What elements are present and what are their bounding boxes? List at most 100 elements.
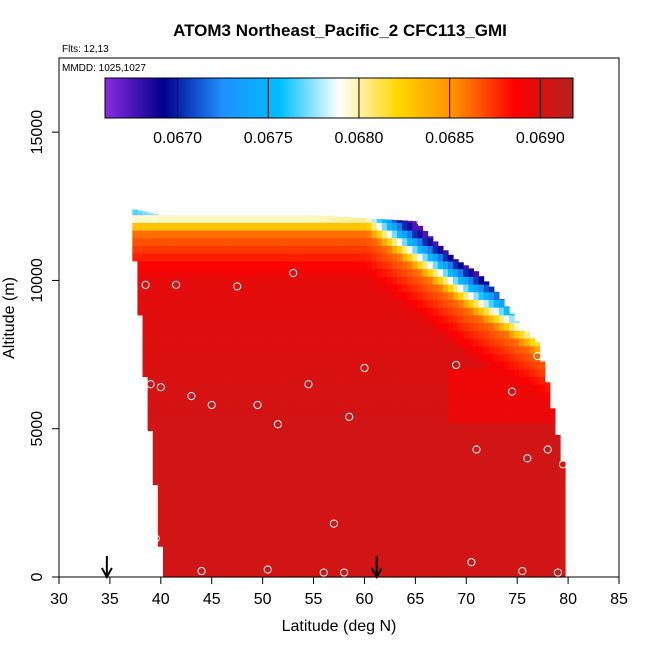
heatmap-cell (503, 338, 510, 347)
heatmap-cell (529, 569, 536, 578)
heatmap-cell (376, 546, 383, 555)
heatmap-cell (478, 284, 485, 293)
heatmap-cell (249, 538, 256, 547)
heatmap-cell (356, 338, 362, 347)
heatmap-cell (167, 415, 174, 424)
heatmap-cell (437, 368, 444, 378)
heatmap-cell (407, 322, 413, 331)
heatmap-cell (244, 476, 250, 486)
heatmap-cell (269, 391, 276, 401)
heatmap-cell (361, 407, 368, 416)
heatmap-cell (320, 330, 327, 339)
heatmap-cell (249, 546, 256, 555)
heatmap-cell (310, 492, 317, 501)
heatmap-cell (178, 322, 184, 331)
heatmap-cell (437, 376, 444, 385)
heatmap-cell (234, 260, 240, 270)
heatmap-cell (351, 353, 357, 362)
heatmap-cell (371, 523, 378, 532)
heatmap-cell (254, 368, 261, 378)
heatmap-cell (320, 438, 327, 447)
heatmap-cell (351, 553, 357, 563)
heatmap-cell (351, 407, 357, 416)
heatmap-cell (483, 523, 490, 532)
heatmap-cell (249, 569, 256, 578)
heatmap-cell (417, 314, 424, 324)
heatmap-cell (453, 314, 459, 324)
heatmap-cell (453, 291, 459, 300)
heatmap-cell (498, 546, 505, 555)
heatmap-cell (229, 445, 235, 455)
heatmap-cell (229, 507, 235, 516)
heatmap-cell (478, 307, 485, 316)
heatmap-cell (544, 430, 551, 439)
heatmap-cell (432, 492, 439, 501)
heatmap-cell (514, 538, 520, 547)
heatmap-cell (402, 515, 408, 524)
heatmap-cell (498, 345, 505, 354)
heatmap-cell (356, 407, 362, 416)
heatmap-cell (315, 461, 322, 470)
heatmap-cell (427, 353, 434, 362)
heatmap-cell (137, 237, 144, 246)
heatmap-cell (468, 268, 474, 270)
heatmap-cell (183, 299, 189, 308)
heatmap-cell (447, 530, 454, 539)
heatmap-cell (157, 222, 164, 231)
heatmap-cell (539, 391, 546, 401)
heatmap-cell (432, 430, 439, 439)
heatmap-cell (157, 322, 164, 331)
heatmap-cell (183, 461, 189, 470)
heatmap-cell (386, 299, 393, 308)
heatmap-cell (458, 453, 464, 462)
heatmap-cell (473, 345, 480, 354)
heatmap-cell (493, 538, 500, 547)
heatmap-cell (483, 476, 490, 486)
heatmap-cell (203, 338, 210, 347)
heatmap-cell (463, 291, 469, 300)
heatmap-cell (366, 361, 373, 370)
heatmap-cell (509, 507, 515, 516)
heatmap-cell (223, 322, 230, 331)
heatmap-cell (534, 507, 541, 516)
heatmap-cell (447, 461, 454, 470)
heatmap-cell (366, 338, 373, 347)
heatmap-cell (381, 399, 388, 408)
heatmap-cell (386, 330, 393, 339)
heatmap-cell (544, 538, 551, 547)
heatmap-cell (412, 284, 418, 293)
heatmap-cell (269, 291, 276, 300)
heatmap-cell (483, 314, 490, 324)
heatmap-cell (402, 484, 408, 493)
heatmap-cell (351, 291, 357, 300)
heatmap-cell (193, 330, 200, 339)
heatmap-cell (264, 276, 271, 285)
heatmap-cell (559, 553, 566, 563)
heatmap-cell (183, 492, 189, 501)
heatmap-cell (183, 245, 189, 254)
heatmap-cell (315, 407, 322, 416)
heatmap-cell (320, 523, 327, 532)
heatmap-cell (137, 253, 144, 262)
sample-point (304, 380, 313, 389)
heatmap-cell (346, 237, 352, 246)
heatmap-cell (397, 430, 403, 439)
heatmap-cell (198, 438, 205, 447)
heatmap-cell (534, 345, 541, 354)
heatmap-cell (259, 368, 266, 378)
heatmap-cell (376, 237, 383, 246)
heatmap-cell (223, 384, 230, 393)
heatmap-cell (458, 430, 464, 439)
heatmap-cell (371, 415, 378, 424)
heatmap-cell (279, 215, 286, 223)
heatmap-cell (213, 230, 220, 239)
heatmap-cell (300, 260, 306, 270)
heatmap-cell (366, 330, 373, 339)
heatmap-cell (269, 222, 276, 231)
heatmap-cell (458, 276, 464, 285)
heatmap-cell (274, 415, 281, 424)
heatmap-cell (290, 322, 296, 331)
heatmap-cell (152, 253, 159, 262)
heatmap-cell (315, 353, 322, 362)
heatmap-cell (422, 484, 429, 493)
